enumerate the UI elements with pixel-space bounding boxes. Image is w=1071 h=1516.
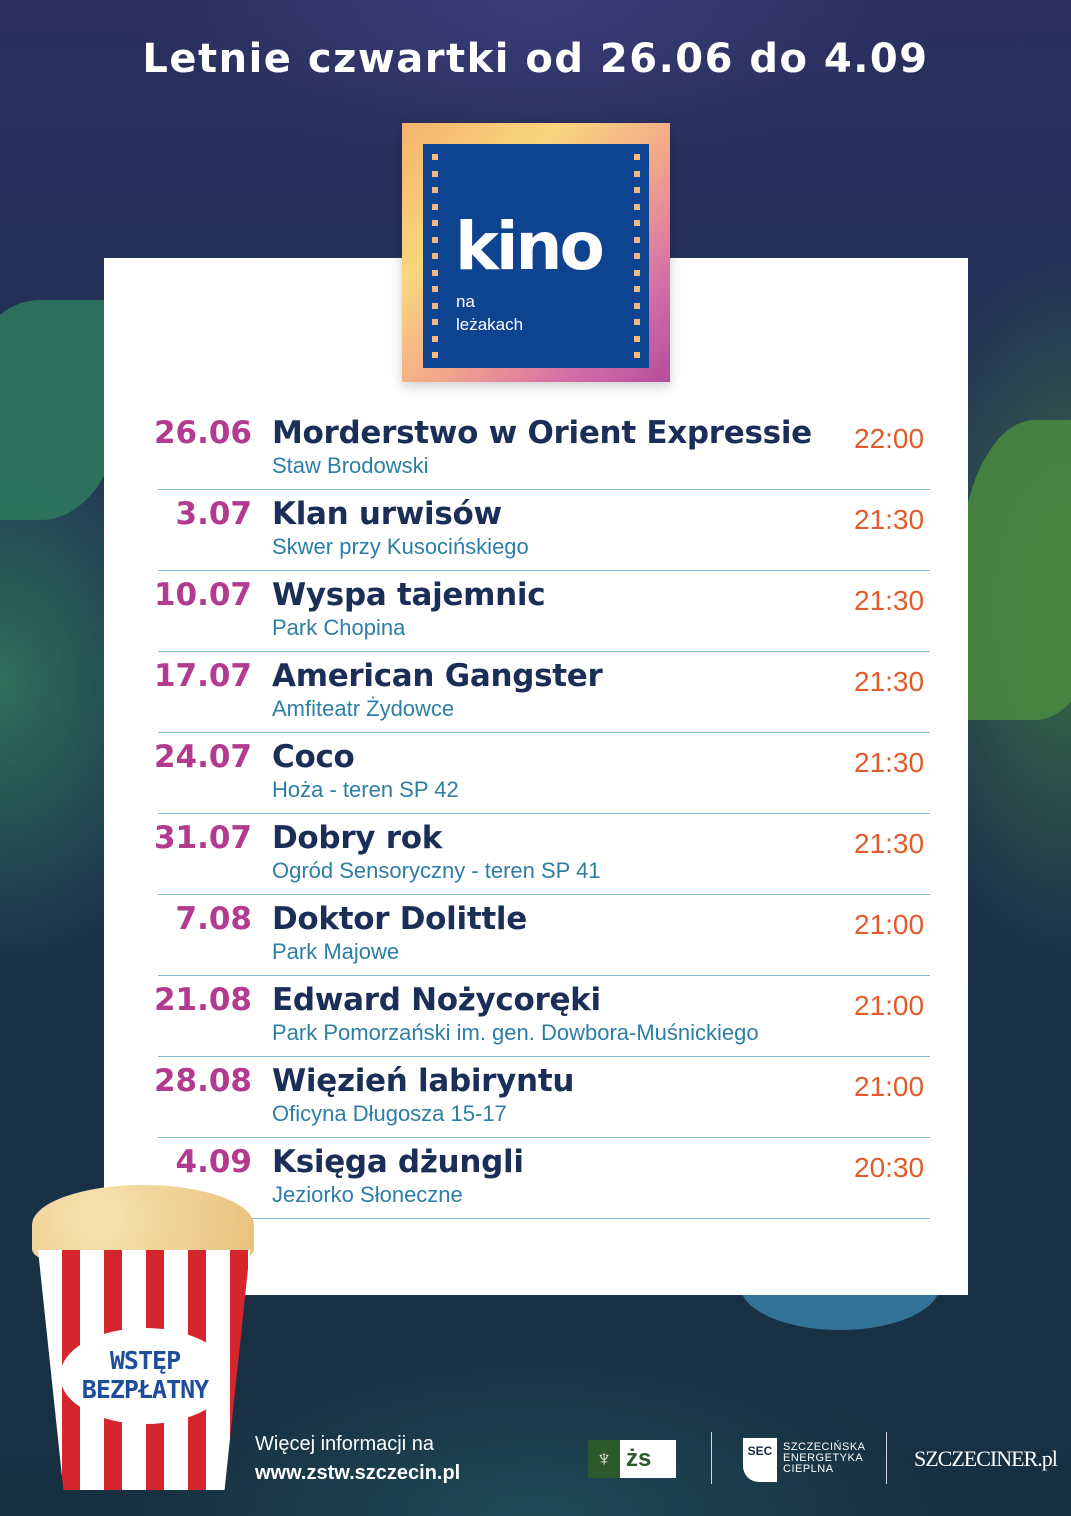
venue: Jeziorko Słoneczne xyxy=(272,1182,463,1207)
logo-subtitle: na leżakach xyxy=(456,292,524,334)
movie-title: American Gangster xyxy=(272,658,603,694)
row-divider xyxy=(158,651,930,652)
screening-date: 26.06 xyxy=(153,415,252,451)
schedule-row: 31.07 Dobry rok Ogród Sensoryczny - tere… xyxy=(0,820,1071,901)
schedule-row: 28.08 Więzień labiryntu Oficyna Długosza… xyxy=(0,1063,1071,1144)
divider xyxy=(886,1432,887,1484)
page-title: Letnie czwartki od 26.06 do 4.09 xyxy=(142,36,929,82)
screening-time: 21:30 xyxy=(854,585,925,616)
venue: Hoża - teren SP 42 xyxy=(272,777,459,802)
more-info-text: Więcej informacji na xyxy=(255,1433,434,1455)
screening-time: 21:00 xyxy=(854,1071,925,1102)
film-holes xyxy=(432,154,438,358)
venue: Oficyna Długosza 15-17 xyxy=(272,1101,507,1126)
row-divider xyxy=(158,813,930,814)
movie-title: Dobry rok xyxy=(272,820,443,856)
schedule-row: 26.06 Morderstwo w Orient Expressie Staw… xyxy=(0,415,1071,496)
kino-logo: kino na leżakach xyxy=(402,123,670,382)
row-divider xyxy=(158,570,930,571)
screening-date: 4.09 xyxy=(175,1144,253,1180)
logo-main-text: kino xyxy=(455,208,605,285)
venue: Staw Brodowski xyxy=(272,453,429,478)
movie-title: Edward Nożycoręki xyxy=(272,982,601,1018)
screening-date: 10.07 xyxy=(153,577,252,613)
movie-title: Morderstwo w Orient Expressie xyxy=(272,415,812,451)
screening-date: 17.07 xyxy=(153,658,252,694)
schedule-row: 4.09 Księga dżungli Jeziorko Słoneczne 2… xyxy=(0,1144,1071,1225)
schedule-row: 3.07 Klan urwisów Skwer przy Kusocińskie… xyxy=(0,496,1071,577)
sec-name: SZCZECIŃSKA ENERGETYKA CIEPLNA xyxy=(783,1441,866,1475)
divider xyxy=(711,1432,712,1484)
venue: Amfiteatr Żydowce xyxy=(272,696,455,721)
schedule-row: 21.08 Edward Nożycoręki Park Pomorzański… xyxy=(0,982,1071,1063)
venue: Park Pomorzański im. gen. Dowbora-Muśnic… xyxy=(272,1020,759,1045)
screening-time: 21:00 xyxy=(854,990,925,1021)
movie-title: Wyspa tajemnic xyxy=(272,577,546,613)
row-divider xyxy=(158,894,930,895)
schedule-row: 24.07 Coco Hoża - teren SP 42 21:30 xyxy=(0,739,1071,820)
row-divider xyxy=(158,489,930,490)
row-divider xyxy=(158,732,930,733)
movie-title: Klan urwisów xyxy=(272,496,502,532)
movie-title: Księga dżungli xyxy=(272,1144,524,1180)
foliage xyxy=(960,420,1071,720)
screening-date: 28.08 xyxy=(153,1063,252,1099)
row-divider xyxy=(158,1137,930,1138)
movie-title: Coco xyxy=(272,739,355,775)
venue: Ogród Sensoryczny - teren SP 41 xyxy=(272,858,601,883)
sec-logo: SEC xyxy=(743,1438,777,1482)
movie-title: Więzień labiryntu xyxy=(272,1063,575,1099)
szczeciner-logo: SZCZECINER.pl xyxy=(914,1446,1058,1471)
screening-time: 20:30 xyxy=(854,1152,925,1183)
venue: Park Chopina xyxy=(272,615,406,640)
movie-title: Doktor Dolittle xyxy=(272,901,527,937)
zstw-logo: ♆ żs xyxy=(588,1440,676,1478)
venue: Skwer przy Kusocińskiego xyxy=(272,534,529,559)
screening-date: 24.07 xyxy=(153,739,252,775)
screening-date: 7.08 xyxy=(175,901,253,937)
screening-time: 21:30 xyxy=(854,747,925,778)
row-divider xyxy=(252,1218,930,1219)
screening-time: 21:30 xyxy=(854,504,925,535)
film-holes xyxy=(634,154,640,358)
screening-time: 21:30 xyxy=(854,666,925,697)
website-link[interactable]: www.zstw.szczecin.pl xyxy=(255,1462,461,1484)
free-entry-badge: WSTĘP BEZPŁATNY xyxy=(60,1328,230,1424)
screening-time: 21:00 xyxy=(854,909,925,940)
schedule-card xyxy=(104,258,968,1295)
schedule-row: 7.08 Doktor Dolittle Park Majowe 21:00 xyxy=(0,901,1071,982)
row-divider xyxy=(158,1056,930,1057)
schedule-row: 10.07 Wyspa tajemnic Park Chopina 21:30 xyxy=(0,577,1071,658)
row-divider xyxy=(158,975,930,976)
griffin-icon: ♆ xyxy=(588,1440,620,1478)
screening-date: 3.07 xyxy=(175,496,253,532)
screening-time: 21:30 xyxy=(854,828,925,859)
schedule-row: 17.07 American Gangster Amfiteatr Żydowc… xyxy=(0,658,1071,739)
screening-time: 22:00 xyxy=(854,423,925,454)
venue: Park Majowe xyxy=(272,939,400,964)
screening-date: 31.07 xyxy=(153,820,252,856)
screening-date: 21.08 xyxy=(153,982,252,1018)
